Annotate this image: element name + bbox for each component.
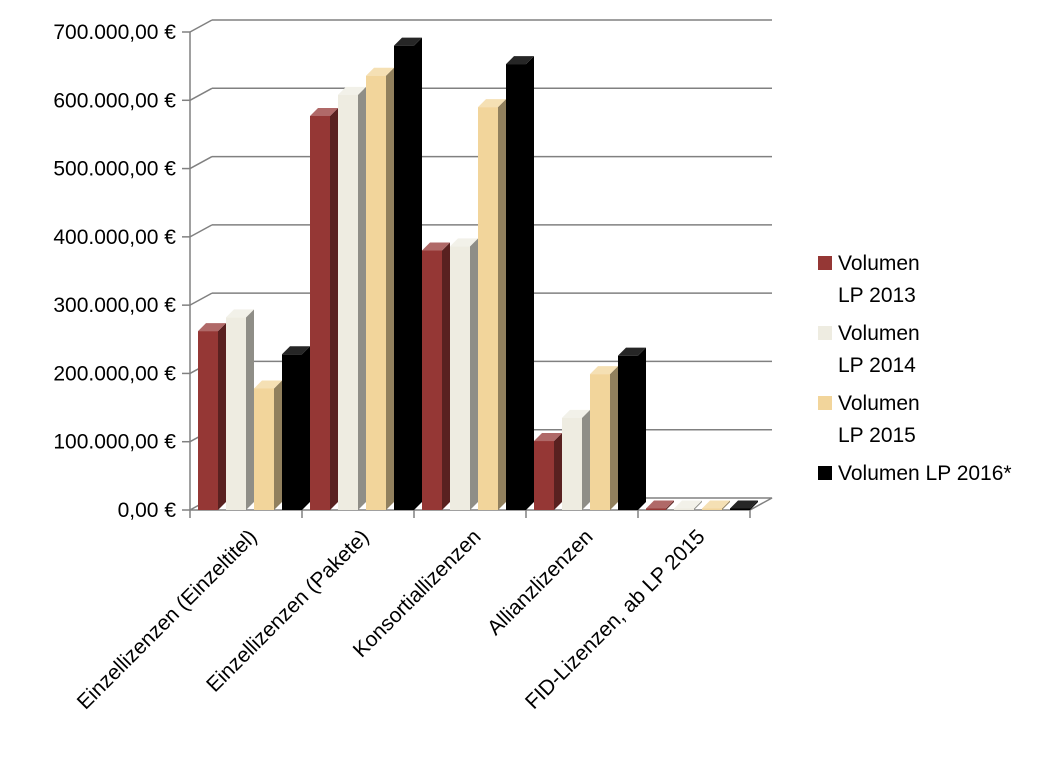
- legend: Volumen LP 2013 Volumen LP 2014 Volumen LP 20…: [818, 252, 1012, 485]
- legend-item-0: Volumen LP 2013: [818, 252, 920, 307]
- y-tick-label-6: 600.000,00 €: [53, 89, 176, 112]
- bar-0-4: [646, 500, 674, 510]
- legend-label-1-0: Volumen: [838, 322, 920, 345]
- x-tick-label-4: FID-Lizenzen, ab LP 2015: [521, 525, 710, 714]
- bar-0-2: [422, 242, 450, 510]
- bars: [198, 37, 758, 511]
- legend-label-2-0: Volumen: [838, 392, 920, 415]
- bar-2-2: [478, 99, 506, 510]
- legend-label-3-0: Volumen LP 2016*: [838, 462, 1012, 485]
- y-tick-label-5: 500.000,00 €: [53, 158, 176, 181]
- bar-2-4: [702, 500, 730, 510]
- bar-0-3: [534, 433, 562, 510]
- legend-label-0-0: Volumen: [838, 252, 920, 275]
- bar-2-1: [366, 67, 394, 511]
- legend-label-1-1: LP 2014: [838, 354, 916, 377]
- y-tick-label-7: 700.000,00 €: [53, 21, 176, 44]
- bar-2-3: [590, 366, 618, 510]
- bar-1-0: [226, 309, 254, 510]
- gridline-side-3: [189, 292, 213, 306]
- bar-1-3: [562, 409, 590, 510]
- gridline-side-7: [189, 19, 213, 33]
- bar-1-2: [450, 238, 478, 510]
- bar-3-3: [618, 347, 646, 510]
- bar-3-2: [506, 56, 534, 510]
- legend-item-1: Volumen LP 2014: [818, 322, 920, 377]
- legend-label-0-1: LP 2013: [838, 284, 916, 307]
- legend-item-3: Volumen LP 2016*: [818, 462, 1012, 485]
- gridline-side-4: [189, 224, 213, 238]
- bar-2-0: [254, 380, 282, 510]
- legend-swatch-3: [818, 466, 832, 480]
- legend-swatch-2: [818, 396, 832, 410]
- legend-item-2: Volumen LP 2015: [818, 392, 920, 447]
- y-tick-label-0: 0,00 €: [118, 499, 177, 522]
- bar-0-0: [198, 323, 226, 510]
- x-tick-label-0: Einzellizenzen (Einzeltitel): [73, 525, 262, 714]
- gridline-side-6: [189, 87, 213, 101]
- gridline-side-5: [189, 155, 213, 170]
- bar-1-4: [674, 500, 702, 510]
- legend-swatch-1: [818, 326, 832, 340]
- bar-0-1: [310, 107, 338, 511]
- legend-label-2-1: LP 2015: [838, 424, 916, 447]
- x-tick-label-3: Allianzlizenzen: [483, 525, 597, 639]
- bar-3-4: [730, 500, 758, 510]
- bar-3-0: [282, 346, 310, 510]
- bar-3-1: [394, 37, 422, 511]
- x-axis: Einzellizenzen (Einzeltitel)Einzellizenz…: [73, 510, 751, 714]
- y-tick-label-1: 100.000,00 €: [53, 431, 176, 454]
- y-axis: 0,00 € 100.000,00 € 200.000,00 € 300.000,00…: [53, 21, 190, 522]
- bar-1-1: [338, 86, 366, 510]
- legend-swatch-0: [818, 256, 832, 270]
- y-tick-label-4: 400.000,00 €: [53, 226, 176, 249]
- y-tick-label-3: 300.000,00 €: [53, 294, 176, 317]
- y-tick-label-2: 200.000,00 €: [53, 362, 176, 385]
